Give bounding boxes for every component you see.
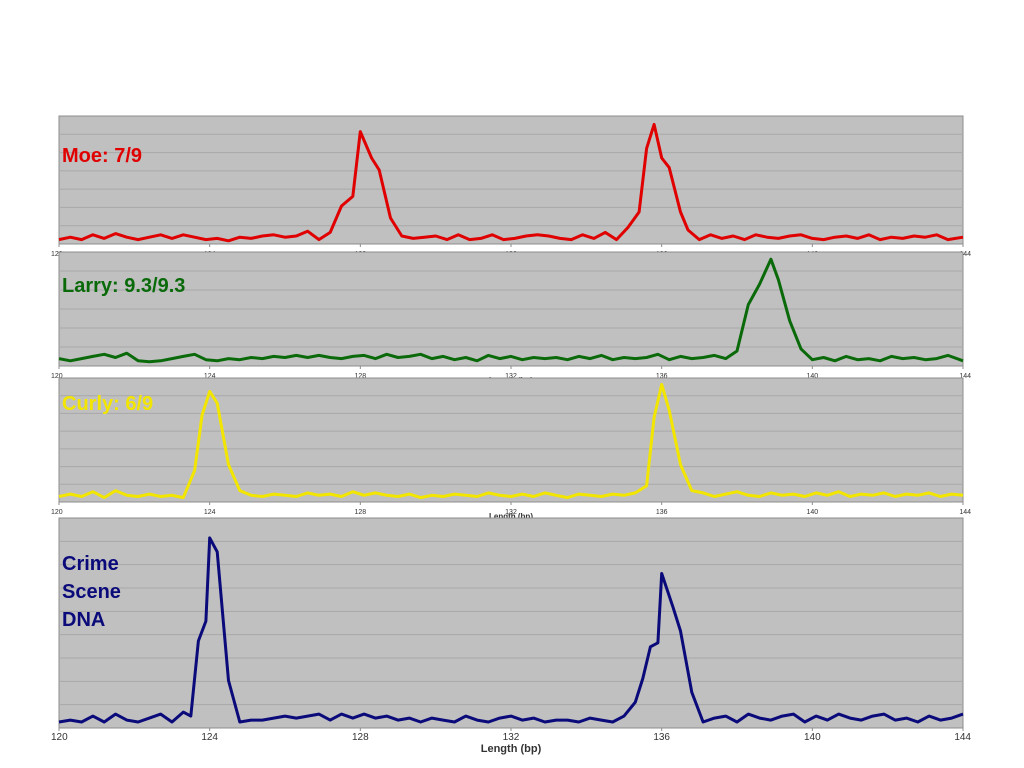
x-tick-label: 136	[656, 373, 668, 380]
x-tick-label: 128	[354, 509, 366, 516]
plot-area	[58, 517, 964, 729]
x-axis-label: Length (bp)	[489, 512, 533, 521]
x-tick-label: 132	[505, 509, 517, 516]
x-tick-label: 124	[201, 732, 218, 743]
series-line	[58, 536, 964, 724]
x-tick-label: 140	[804, 732, 821, 743]
x-tick-label: 144	[959, 251, 971, 258]
sample-label: DNA	[62, 609, 105, 631]
x-tick-label: 136	[656, 509, 668, 516]
x-tick-label: 132	[503, 732, 520, 743]
x-tick-label: 120	[51, 373, 63, 380]
x-tick-label: 120	[51, 251, 63, 258]
x-tick-label: 128	[354, 373, 366, 380]
x-tick-label: 144	[954, 732, 971, 743]
chart-panel-3: 120 124 128 132 136 140 144 Length (bp) Curly: 6…	[51, 377, 971, 521]
x-axis-label: Length (bp)	[481, 743, 542, 755]
x-tick-label: 120	[51, 509, 63, 516]
sample-label: Scene	[62, 581, 121, 603]
x-tick-label: 124	[204, 509, 216, 516]
x-tick-label: 140	[806, 373, 818, 380]
plot-area	[58, 115, 964, 245]
sample-label: Larry: 9.3/9.3	[62, 275, 185, 297]
plot-area	[58, 377, 964, 503]
x-tick-label: 128	[352, 732, 369, 743]
x-tick-label: 124	[204, 373, 216, 380]
sample-label: Moe: 7/9	[62, 145, 142, 167]
sample-label: Crime	[62, 553, 119, 575]
series-line	[58, 122, 964, 243]
series-line	[58, 257, 964, 364]
series-line	[58, 382, 964, 500]
sample-label: Curly: 6/9	[62, 393, 153, 415]
x-tick-label: 144	[959, 373, 971, 380]
x-tick-label: 136	[653, 732, 670, 743]
chart-panel-4: 120 124 128 132 136 140 144 Length (bp) Crime Sce…	[51, 517, 971, 755]
x-tick-label: 120	[51, 732, 68, 743]
x-tick-label: 140	[806, 509, 818, 516]
x-tick-label: 144	[959, 509, 971, 516]
x-tick-label: 132	[505, 373, 517, 380]
